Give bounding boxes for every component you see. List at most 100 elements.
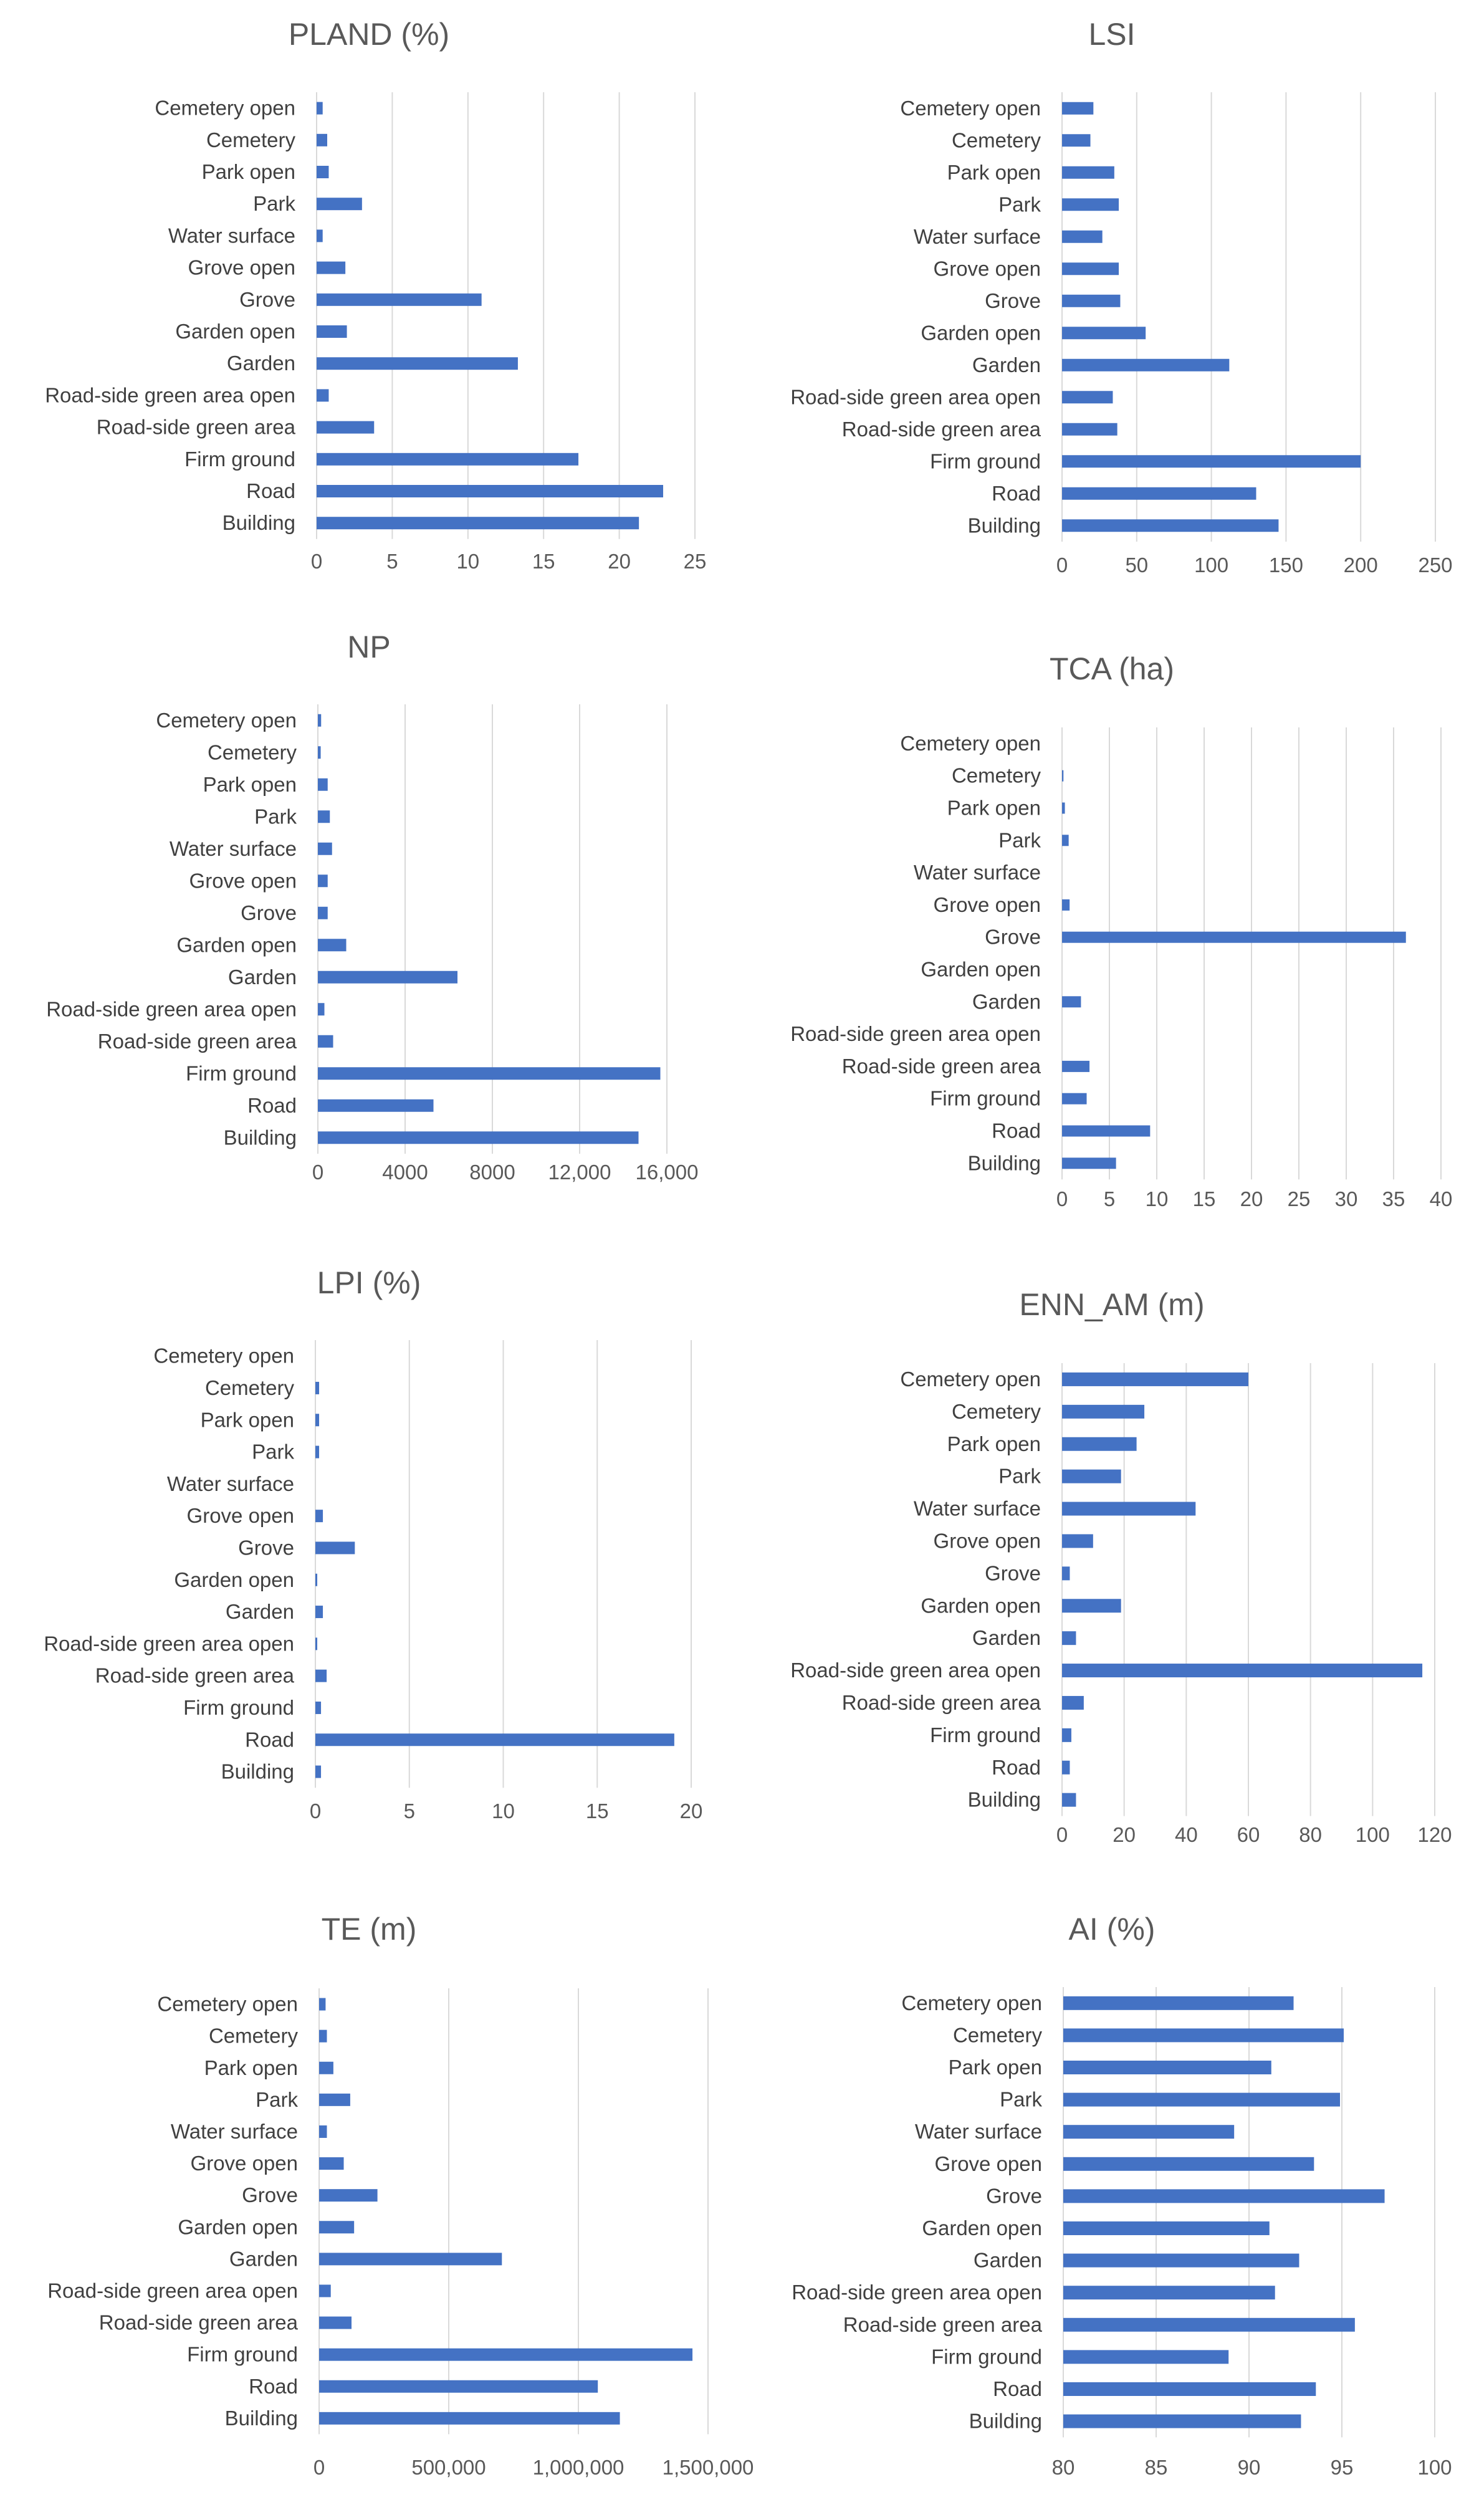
category-label: Garden bbox=[972, 353, 1041, 376]
category-label: Cemetery bbox=[205, 1376, 295, 1399]
category-label: Road-side green area open bbox=[792, 2281, 1042, 2304]
bar bbox=[317, 453, 579, 466]
x-tick-label: 15 bbox=[586, 1799, 609, 1823]
category-label: Building bbox=[221, 1760, 294, 1783]
category-label: Garden open bbox=[921, 321, 1041, 344]
bar bbox=[317, 166, 329, 178]
category-label: Garden bbox=[229, 2247, 298, 2270]
bar bbox=[317, 357, 518, 370]
bar bbox=[315, 1381, 320, 1394]
bar bbox=[1063, 2125, 1235, 2139]
bar bbox=[315, 1510, 323, 1523]
category-label: Cemetery bbox=[952, 1400, 1041, 1423]
category-label: Road bbox=[246, 479, 295, 502]
x-tick-label: 20 bbox=[1240, 1187, 1263, 1210]
bar bbox=[318, 874, 328, 888]
category-label: Park bbox=[252, 1440, 294, 1464]
bar bbox=[318, 1035, 333, 1048]
bar bbox=[1062, 198, 1119, 211]
bar bbox=[1062, 102, 1094, 115]
x-tick-label: 30 bbox=[1335, 1187, 1358, 1210]
x-tick-label: 0 bbox=[1056, 1187, 1068, 1210]
category-label: Building bbox=[968, 1788, 1041, 1811]
category-label: Firm ground bbox=[931, 2345, 1042, 2368]
bar bbox=[1063, 2253, 1299, 2268]
bar bbox=[1062, 1125, 1151, 1137]
category-label: Park open bbox=[203, 773, 297, 796]
bar bbox=[1062, 802, 1065, 814]
category-label: Park open bbox=[947, 797, 1041, 820]
category-label: Garden open bbox=[922, 2216, 1042, 2240]
chart-lsi: LSI 0 50 100 150 200 250 Building Road Firm groun… bbox=[790, 17, 1452, 577]
x-tick-label: 0 bbox=[1056, 1823, 1068, 1846]
category-label: Park open bbox=[949, 2056, 1042, 2079]
category-label: Water surface bbox=[914, 225, 1041, 248]
x-tick-label: 16,000 bbox=[636, 1161, 699, 1184]
bar bbox=[1062, 1728, 1071, 1742]
bar bbox=[315, 1573, 318, 1586]
bar bbox=[317, 389, 329, 402]
bar bbox=[319, 2348, 693, 2361]
x-tick-label: 0 bbox=[311, 550, 322, 573]
bar bbox=[319, 2061, 333, 2074]
category-label: Grove bbox=[239, 288, 295, 311]
bar bbox=[319, 2189, 378, 2202]
category-label: Garden open bbox=[175, 320, 295, 343]
chart-ai: AI (%) 80 85 90 95 100 Building Road Firm ground… bbox=[792, 1912, 1452, 2479]
bar bbox=[1062, 423, 1117, 436]
x-tick-label: 0 bbox=[1056, 553, 1068, 577]
bar bbox=[317, 485, 664, 497]
category-label: Cemetery open bbox=[900, 1368, 1041, 1391]
x-tick-label: 120 bbox=[1417, 1823, 1452, 1846]
category-label: Road-side green area open bbox=[790, 1022, 1041, 1045]
category-label: Garden open bbox=[921, 1594, 1041, 1617]
bar bbox=[1062, 1372, 1248, 1386]
x-tick-label: 85 bbox=[1145, 2456, 1168, 2479]
category-label: Garden open bbox=[178, 2215, 298, 2238]
bar bbox=[1062, 230, 1103, 243]
category-label: Grove bbox=[238, 1536, 294, 1559]
bar bbox=[1063, 2350, 1229, 2364]
bar bbox=[319, 2316, 352, 2329]
chart-title: AI (%) bbox=[1069, 1912, 1156, 1947]
x-tick-label: 500,000 bbox=[411, 2456, 486, 2479]
bar bbox=[1063, 1996, 1294, 2010]
category-label: Park bbox=[998, 1465, 1041, 1488]
bar bbox=[1062, 1695, 1084, 1710]
category-label: Park bbox=[253, 192, 295, 215]
bar bbox=[315, 1669, 327, 1682]
category-label: Grove open bbox=[934, 893, 1041, 916]
category-label: Road-side green area bbox=[843, 2313, 1043, 2336]
bar bbox=[1062, 391, 1113, 404]
category-label: Building bbox=[969, 2410, 1042, 2433]
bar bbox=[318, 746, 321, 759]
category-label: Road-side green area bbox=[99, 2311, 299, 2334]
bar bbox=[318, 1131, 639, 1144]
bar bbox=[315, 1765, 322, 1778]
bar bbox=[319, 2412, 620, 2425]
category-label: Garden open bbox=[176, 933, 297, 956]
x-tick-label: 150 bbox=[1269, 553, 1303, 577]
category-label: Water surface bbox=[914, 1497, 1041, 1520]
x-tick-label: 5 bbox=[386, 550, 398, 573]
category-label: Road-side green area open bbox=[47, 2279, 298, 2302]
bar bbox=[1063, 2157, 1314, 2171]
x-tick-label: 60 bbox=[1237, 1823, 1260, 1846]
category-label: Cemetery open bbox=[900, 97, 1041, 120]
bar bbox=[318, 842, 332, 855]
bar bbox=[1062, 1157, 1116, 1169]
category-label: Firm ground bbox=[183, 1696, 294, 1719]
x-tick-label: 80 bbox=[1052, 2456, 1075, 2479]
bar bbox=[1062, 1566, 1070, 1581]
category-label: Road bbox=[249, 2375, 298, 2398]
category-label: Cemetery bbox=[209, 2024, 299, 2048]
x-tick-label: 20 bbox=[608, 550, 631, 573]
category-label: Road-side green area open bbox=[790, 1659, 1041, 1682]
bar bbox=[318, 906, 328, 919]
category-label: Cemetery open bbox=[156, 709, 297, 732]
chart-title: TE (m) bbox=[322, 1912, 417, 1947]
bar bbox=[317, 517, 639, 530]
category-label: Road bbox=[247, 1094, 297, 1117]
x-tick-label: 25 bbox=[1288, 1187, 1311, 1210]
bar bbox=[1062, 1093, 1087, 1104]
